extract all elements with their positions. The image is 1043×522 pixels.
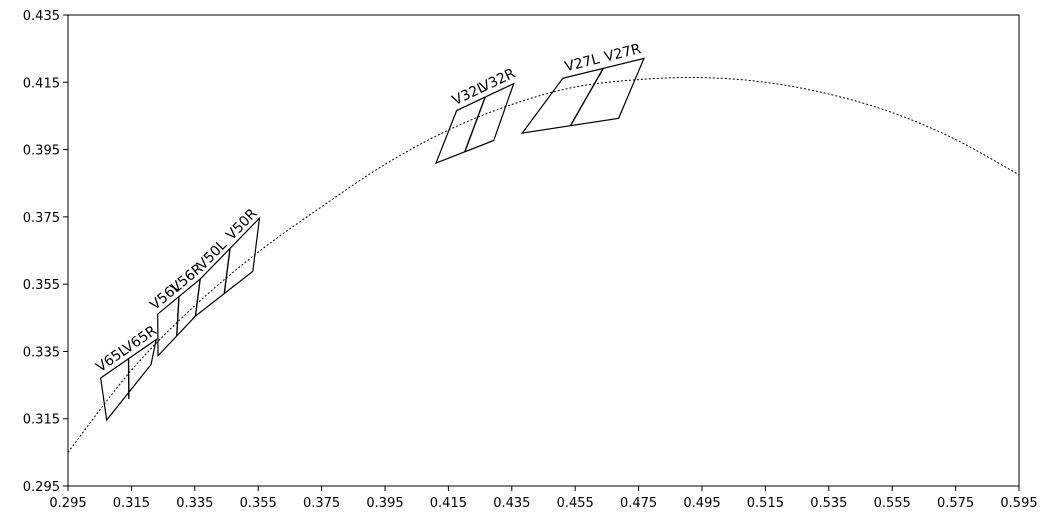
quad-right-label: V50R: [223, 206, 261, 244]
trend-curve: [67, 76, 1020, 453]
y-tick-label: 0.375: [23, 211, 60, 226]
x-tick-label: 0.595: [1000, 496, 1037, 511]
x-tick-label: 0.315: [113, 496, 150, 511]
quad-outline: [194, 216, 261, 318]
x-tick-label: 0.355: [240, 496, 277, 511]
x-tick-label: 0.375: [303, 496, 340, 511]
y-tick-label: 0.395: [23, 144, 60, 159]
x-tick-label: 0.435: [493, 496, 530, 511]
plot-area-frame: [67, 14, 1020, 487]
quad-right-label: V27R: [603, 41, 643, 65]
y-tick-label: 0.315: [23, 413, 60, 428]
x-tick-label: 0.415: [430, 496, 467, 511]
y-tick-label: 0.355: [23, 278, 60, 293]
trend-curve-layer: [67, 76, 1020, 453]
y-tick-label: 0.295: [23, 480, 60, 495]
x-tick-label: 0.395: [366, 496, 403, 511]
x-tick-label: 0.295: [49, 496, 86, 511]
x-tick-label: 0.335: [176, 496, 213, 511]
tick-labels-layer: 0.295 0.315 0.335 0.355 0.375 0.395 0.415 0.435…: [23, 9, 1038, 511]
x-tick-label: 0.535: [810, 496, 847, 511]
quad-outline: [100, 338, 158, 422]
x-tick-label: 0.495: [683, 496, 720, 511]
quad-divider: [176, 296, 180, 336]
x-tick-label: 0.555: [874, 496, 911, 511]
quad-left-label: V27L: [563, 51, 601, 75]
x-tick-label: 0.575: [937, 496, 974, 511]
y-tick-label: 0.335: [23, 345, 60, 360]
quad-outline: [520, 57, 646, 134]
quad-divider: [223, 248, 231, 294]
x-tick-label: 0.475: [620, 496, 657, 511]
x-tick-label: 0.455: [557, 496, 594, 511]
y-tick-label: 0.435: [23, 9, 60, 24]
y-tick-label: 0.415: [23, 76, 60, 91]
quad-outline: [434, 82, 515, 165]
axes-layer: [63, 14, 1020, 491]
quad-divider: [569, 67, 605, 127]
x-tick-label: 0.515: [747, 496, 784, 511]
quad-left-label: V50L: [194, 237, 230, 274]
quad-group: V27L V27R: [520, 41, 646, 134]
quad-divider: [464, 96, 486, 152]
